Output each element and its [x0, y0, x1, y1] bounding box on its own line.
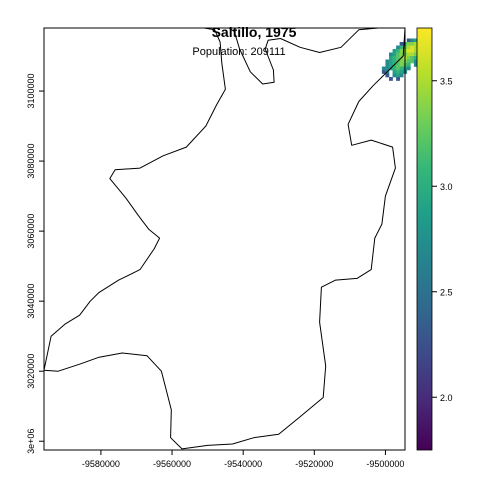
raster-cell [392, 66, 397, 71]
legend-tick-label: 3.5 [440, 76, 453, 86]
raster-cell [389, 77, 393, 81]
raster-cell [406, 38, 411, 43]
x-tick-label: -9500000 [366, 459, 404, 469]
raster-cell [399, 73, 404, 78]
raster-cell [381, 70, 386, 74]
y-tick-label: 3040000 [26, 284, 36, 319]
legend-tick-label: 3.0 [440, 182, 453, 192]
raster-cell [392, 59, 397, 64]
raster-cell [413, 45, 418, 50]
x-axis: -9580000 -9560000 -9540000 -9520000 -9500000 [82, 450, 404, 469]
legend-frame [416, 27, 433, 451]
raster-cell [406, 52, 411, 57]
raster-cell [381, 66, 386, 71]
raster-cell [389, 56, 393, 60]
y-tick-label: 3080000 [26, 144, 36, 179]
raster-cell [406, 56, 411, 60]
raster-cell [399, 52, 404, 57]
raster-cell [399, 42, 404, 46]
raster-cell [385, 63, 390, 67]
municipality-boundary [43, 27, 406, 450]
raster-cell [413, 38, 418, 43]
raster-cell [410, 38, 415, 43]
plot-frame [43, 27, 406, 451]
raster-cell [406, 49, 411, 53]
raster-cell [396, 49, 400, 53]
raster-cell [396, 77, 400, 81]
y-tick-label: 3e+06 [26, 429, 36, 454]
raster-cell [413, 52, 418, 57]
raster-cell [389, 59, 393, 64]
y-tick-label: 3060000 [26, 214, 36, 249]
raster-cell [396, 73, 400, 78]
legend-ticks: 2.0 2.5 3.0 3.5 [432, 76, 453, 403]
raster-cell [406, 63, 411, 67]
raster-cell [399, 45, 404, 50]
chart-title: Saltillo, 1975 [212, 24, 297, 40]
legend-tick-label: 2.0 [440, 393, 453, 403]
raster-cell [413, 63, 418, 67]
legend-tick-label: 2.5 [440, 287, 453, 297]
raster-cell [396, 66, 400, 71]
raster-cell [396, 63, 400, 67]
raster-cell [406, 66, 411, 71]
raster-cell [410, 42, 415, 46]
raster-cell [392, 70, 397, 74]
raster-cell [406, 45, 411, 50]
raster-cell [392, 73, 397, 78]
raster-cell [399, 66, 404, 71]
y-tick-label: 3020000 [26, 354, 36, 389]
x-tick-label: -9580000 [82, 459, 120, 469]
raster-cell [410, 49, 415, 53]
raster-cell [399, 59, 404, 64]
raster-cell [413, 56, 418, 60]
chart-subtitle: Population: 209111 [192, 46, 285, 58]
raster-cell [406, 42, 411, 46]
raster-cell [410, 56, 415, 60]
x-tick-label: -9540000 [224, 459, 262, 469]
raster-cell [399, 49, 404, 53]
raster-cell [413, 42, 418, 46]
raster-cell [413, 59, 418, 64]
raster-cell [392, 49, 397, 53]
raster-cell [396, 70, 400, 74]
raster-cell [413, 49, 418, 53]
raster-cell [410, 59, 415, 64]
raster-cell [410, 52, 415, 57]
raster-cell [396, 56, 400, 60]
raster-cell [385, 73, 390, 78]
y-axis: 3e+06 3020000 3040000 3060000 3080000 3100000 [26, 74, 44, 454]
raster-cell [406, 59, 411, 64]
raster-cell [399, 70, 404, 74]
raster-cell [385, 59, 390, 64]
x-tick-label: -9520000 [295, 459, 333, 469]
raster-cell [396, 52, 400, 57]
legend-colorbar [417, 28, 432, 450]
raster-cell [385, 66, 390, 71]
raster-cell [396, 45, 400, 50]
x-tick-label: -9560000 [153, 459, 191, 469]
raster-cell [392, 56, 397, 60]
raster-cell [410, 45, 415, 50]
raster-cell [392, 52, 397, 57]
raster-cell [389, 63, 393, 67]
raster-cell [389, 52, 393, 57]
y-tick-label: 3100000 [26, 74, 36, 109]
raster-cell [399, 63, 404, 67]
